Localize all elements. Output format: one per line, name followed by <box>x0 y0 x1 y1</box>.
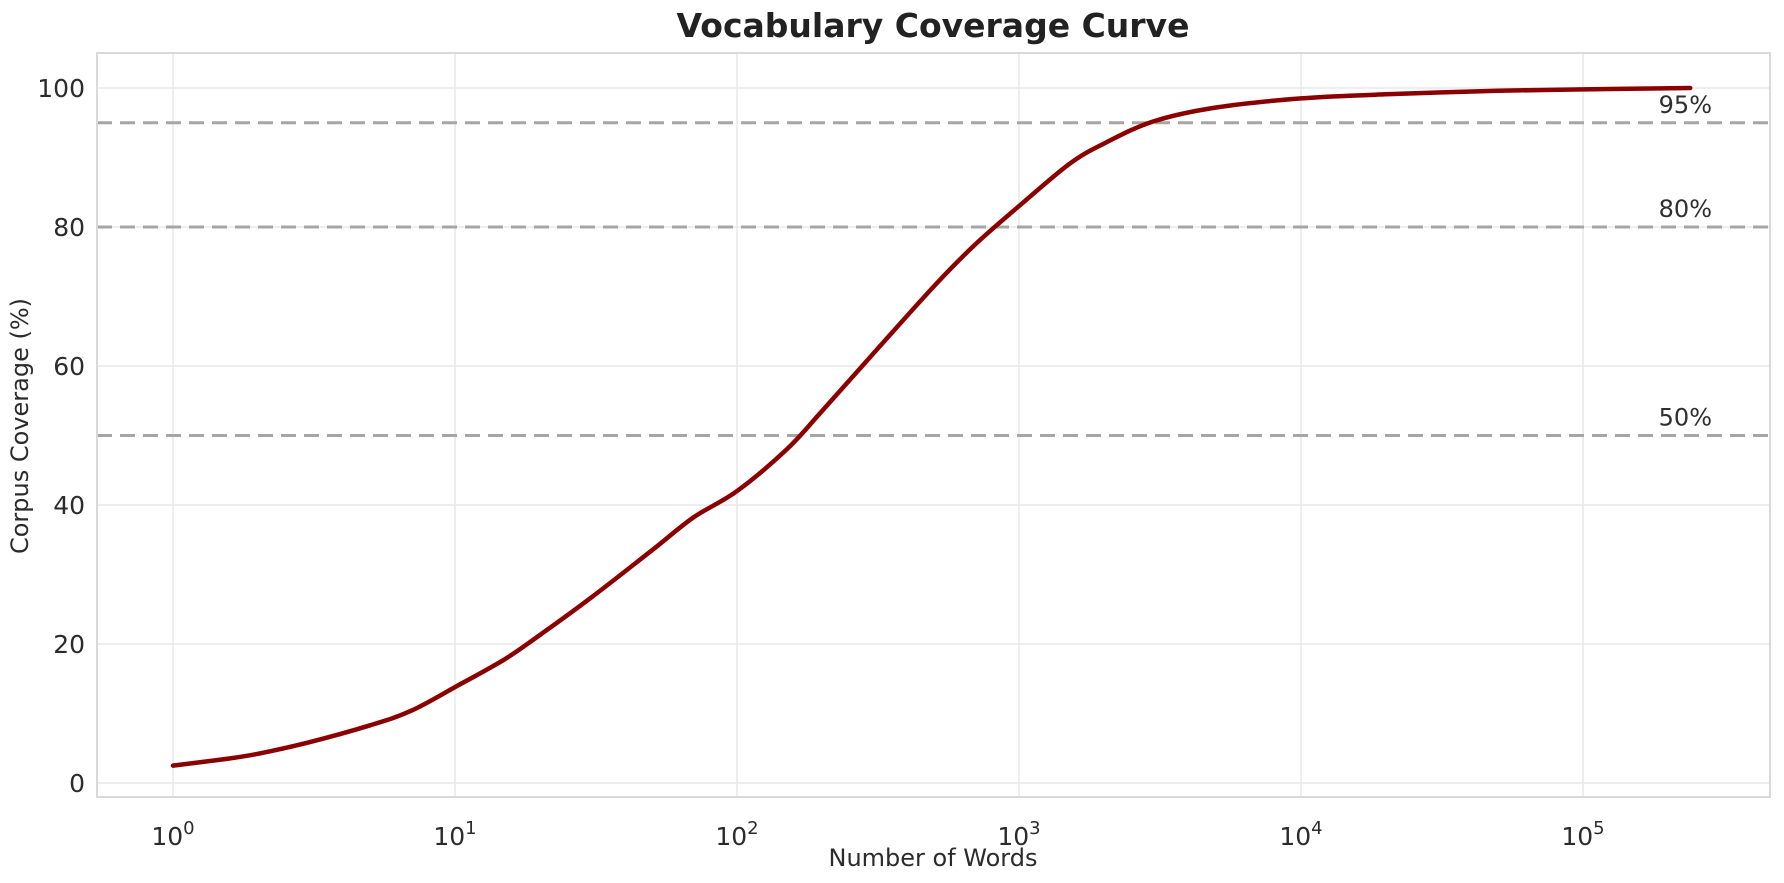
threshold-labels: 95% 80% 50% <box>1659 91 1712 432</box>
threshold-label-95: 95% <box>1659 91 1712 119</box>
y-tick-label: 60 <box>53 352 85 381</box>
coverage-curve-layer <box>170 85 1693 768</box>
threshold-label-80: 80% <box>1659 195 1712 223</box>
y-tick-label: 0 <box>69 769 85 798</box>
x-tick-label: 102 <box>715 818 758 851</box>
threshold-lines <box>97 121 1770 437</box>
y-tick-label: 80 <box>53 213 85 242</box>
x-tick-label: 105 <box>1561 818 1604 851</box>
y-tick-labels: 0 20 40 60 80 100 <box>37 74 85 798</box>
x-axis-label: Number of Words <box>829 844 1038 872</box>
threshold-label-50: 50% <box>1659 404 1712 432</box>
x-tick-labels: 100 101 102 103 104 105 <box>151 818 1604 851</box>
y-tick-label: 40 <box>53 491 85 520</box>
x-tick-label: 100 <box>151 818 194 851</box>
chart-title: Vocabulary Coverage Curve <box>677 6 1190 45</box>
y-axis-label: Corpus Coverage (%) <box>6 298 34 554</box>
coverage-curve <box>170 85 1693 768</box>
gridlines <box>97 53 1770 797</box>
y-tick-label: 20 <box>53 630 85 659</box>
plot-border <box>96 52 1771 798</box>
x-tick-label: 104 <box>1279 818 1322 851</box>
x-tick-label: 101 <box>433 818 476 851</box>
y-tick-label: 100 <box>37 74 85 103</box>
x-tick-label: 103 <box>997 818 1040 851</box>
